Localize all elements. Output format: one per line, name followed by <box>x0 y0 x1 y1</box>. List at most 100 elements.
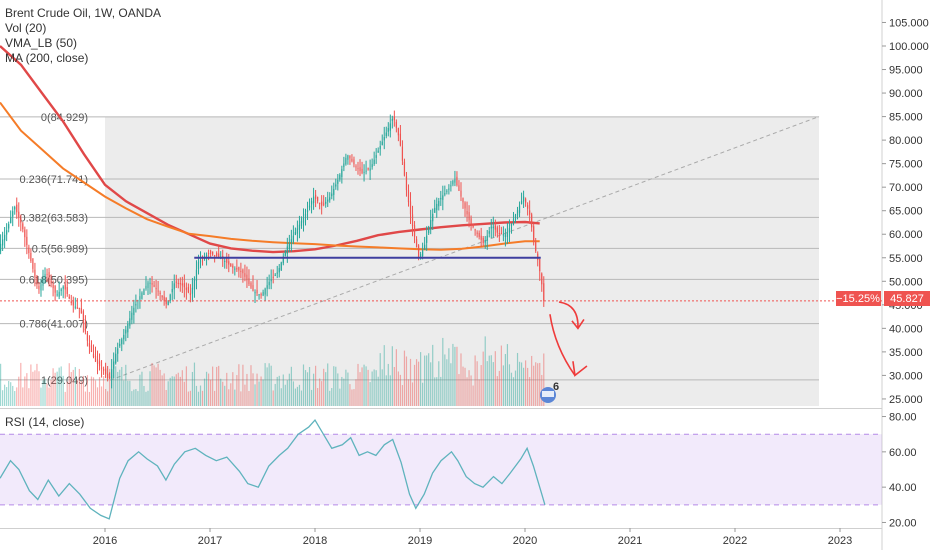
volume-bar <box>442 337 444 406</box>
candle-body <box>28 247 30 254</box>
candle-body <box>460 190 462 197</box>
candle-body <box>278 268 280 273</box>
volume-bar <box>504 353 507 406</box>
candle-body <box>308 205 311 208</box>
volume-bar <box>385 375 387 406</box>
volume-bar <box>175 374 177 406</box>
candle-body <box>70 301 72 304</box>
candle-body <box>533 226 535 241</box>
candle-body <box>133 307 135 316</box>
legend-symbol[interactable]: Brent Crude Oil, 1W, OANDA <box>5 6 161 20</box>
volume-bar <box>32 371 34 406</box>
candle-body <box>506 232 509 237</box>
volume-bar <box>379 353 381 406</box>
candle-body <box>317 196 319 202</box>
candle-body <box>141 292 143 299</box>
volume-bar <box>310 389 313 406</box>
volume-bar <box>351 389 353 406</box>
candle-body <box>466 211 468 215</box>
candle-body <box>529 210 531 215</box>
candle-body <box>2 239 4 246</box>
candle-body <box>512 219 515 225</box>
change-label-bg <box>836 291 881 306</box>
fib-level-label: 0.382(63.583) <box>20 212 89 224</box>
candle-body <box>92 353 95 357</box>
volume-bar <box>272 390 274 406</box>
candle-body <box>296 228 299 234</box>
candle-body <box>177 282 179 284</box>
time-axis: 2016 2017 2018 2019 2020 2021 2022 2023 <box>93 528 852 547</box>
time-tick-label: 2016 <box>93 535 117 547</box>
candle-body <box>341 169 343 177</box>
price-tick-label: 90.000 <box>889 88 923 100</box>
symbol-badge[interactable]: 6 <box>540 381 559 403</box>
volume-bar <box>151 362 153 406</box>
volume-bar <box>216 366 218 406</box>
volume-bar <box>527 367 529 406</box>
volume-bar <box>484 336 486 406</box>
fib-level-label: 0.786(41.007) <box>20 319 89 331</box>
volume-bar <box>42 380 44 406</box>
candle-body <box>486 235 488 241</box>
candle-body <box>339 174 341 180</box>
candle-body <box>381 141 383 146</box>
volume-bar <box>444 354 446 406</box>
candle-body <box>432 213 434 222</box>
candle-body <box>260 293 262 296</box>
volume-bar <box>476 361 478 406</box>
volume-bar <box>183 381 185 406</box>
volume-bar <box>452 343 454 406</box>
volume-bar <box>409 358 412 406</box>
candle-body <box>210 250 212 254</box>
volume-bar <box>105 388 107 406</box>
volume-bar <box>88 391 91 406</box>
candles <box>0 110 545 389</box>
volume-bar <box>448 348 450 406</box>
volume-bar <box>278 375 280 406</box>
candle-body <box>262 292 264 296</box>
volume-bar <box>254 384 256 406</box>
volume-bar <box>529 377 531 406</box>
volume-bar <box>422 382 424 406</box>
price-tick-label: 50.000 <box>889 276 923 288</box>
candle-body <box>20 218 22 223</box>
candle-body <box>331 193 333 197</box>
candle-body <box>462 198 464 203</box>
candle-body <box>292 235 294 242</box>
legend-ma200[interactable]: MA (200, close) <box>5 51 88 65</box>
candle-body <box>0 243 2 252</box>
candle-body <box>387 127 389 132</box>
candle-body <box>371 164 373 168</box>
candle-body <box>359 167 361 171</box>
candle-body <box>434 207 436 213</box>
rsi-legend[interactable]: RSI (14, close) <box>5 415 84 429</box>
volume-bar <box>333 366 335 406</box>
volume-bar <box>167 381 169 406</box>
volume-bar <box>50 379 52 406</box>
time-tick-label: 2018 <box>303 535 327 547</box>
volume-bar <box>472 385 474 406</box>
candle-body <box>187 287 189 293</box>
candle-body <box>155 288 157 290</box>
volume-bar <box>220 378 222 406</box>
volume-bar <box>54 372 56 406</box>
volume-bar <box>92 377 95 406</box>
candle-body <box>173 283 175 290</box>
volume-bar <box>424 355 426 406</box>
candle-body <box>183 283 185 288</box>
volume-bar <box>102 376 105 406</box>
candle-body <box>353 159 355 165</box>
volume-bar <box>440 376 442 406</box>
legend-volume[interactable]: Vol (20) <box>5 21 46 35</box>
volume-bar <box>537 363 539 406</box>
candle-body <box>383 137 385 141</box>
volume-bar <box>464 367 466 406</box>
volume-bar <box>456 346 458 406</box>
legend-vma[interactable]: VMA_LB (50) <box>5 36 77 50</box>
volume-bar <box>197 391 200 406</box>
candle-body <box>361 168 363 173</box>
candle-body <box>490 226 492 229</box>
volume-bar <box>383 345 385 406</box>
volume-bar <box>373 369 375 406</box>
legend: Brent Crude Oil, 1W, OANDA Vol (20) VMA_… <box>5 6 161 65</box>
